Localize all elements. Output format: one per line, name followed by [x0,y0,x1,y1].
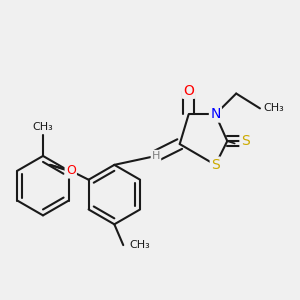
Text: O: O [66,164,76,177]
Text: S: S [241,134,250,148]
Text: S: S [211,158,220,172]
Text: O: O [183,84,194,98]
Text: CH₃: CH₃ [263,103,284,113]
Text: CH₃: CH₃ [33,122,53,132]
Text: H: H [152,151,160,161]
Text: N: N [210,107,220,121]
Text: CH₃: CH₃ [129,240,150,250]
